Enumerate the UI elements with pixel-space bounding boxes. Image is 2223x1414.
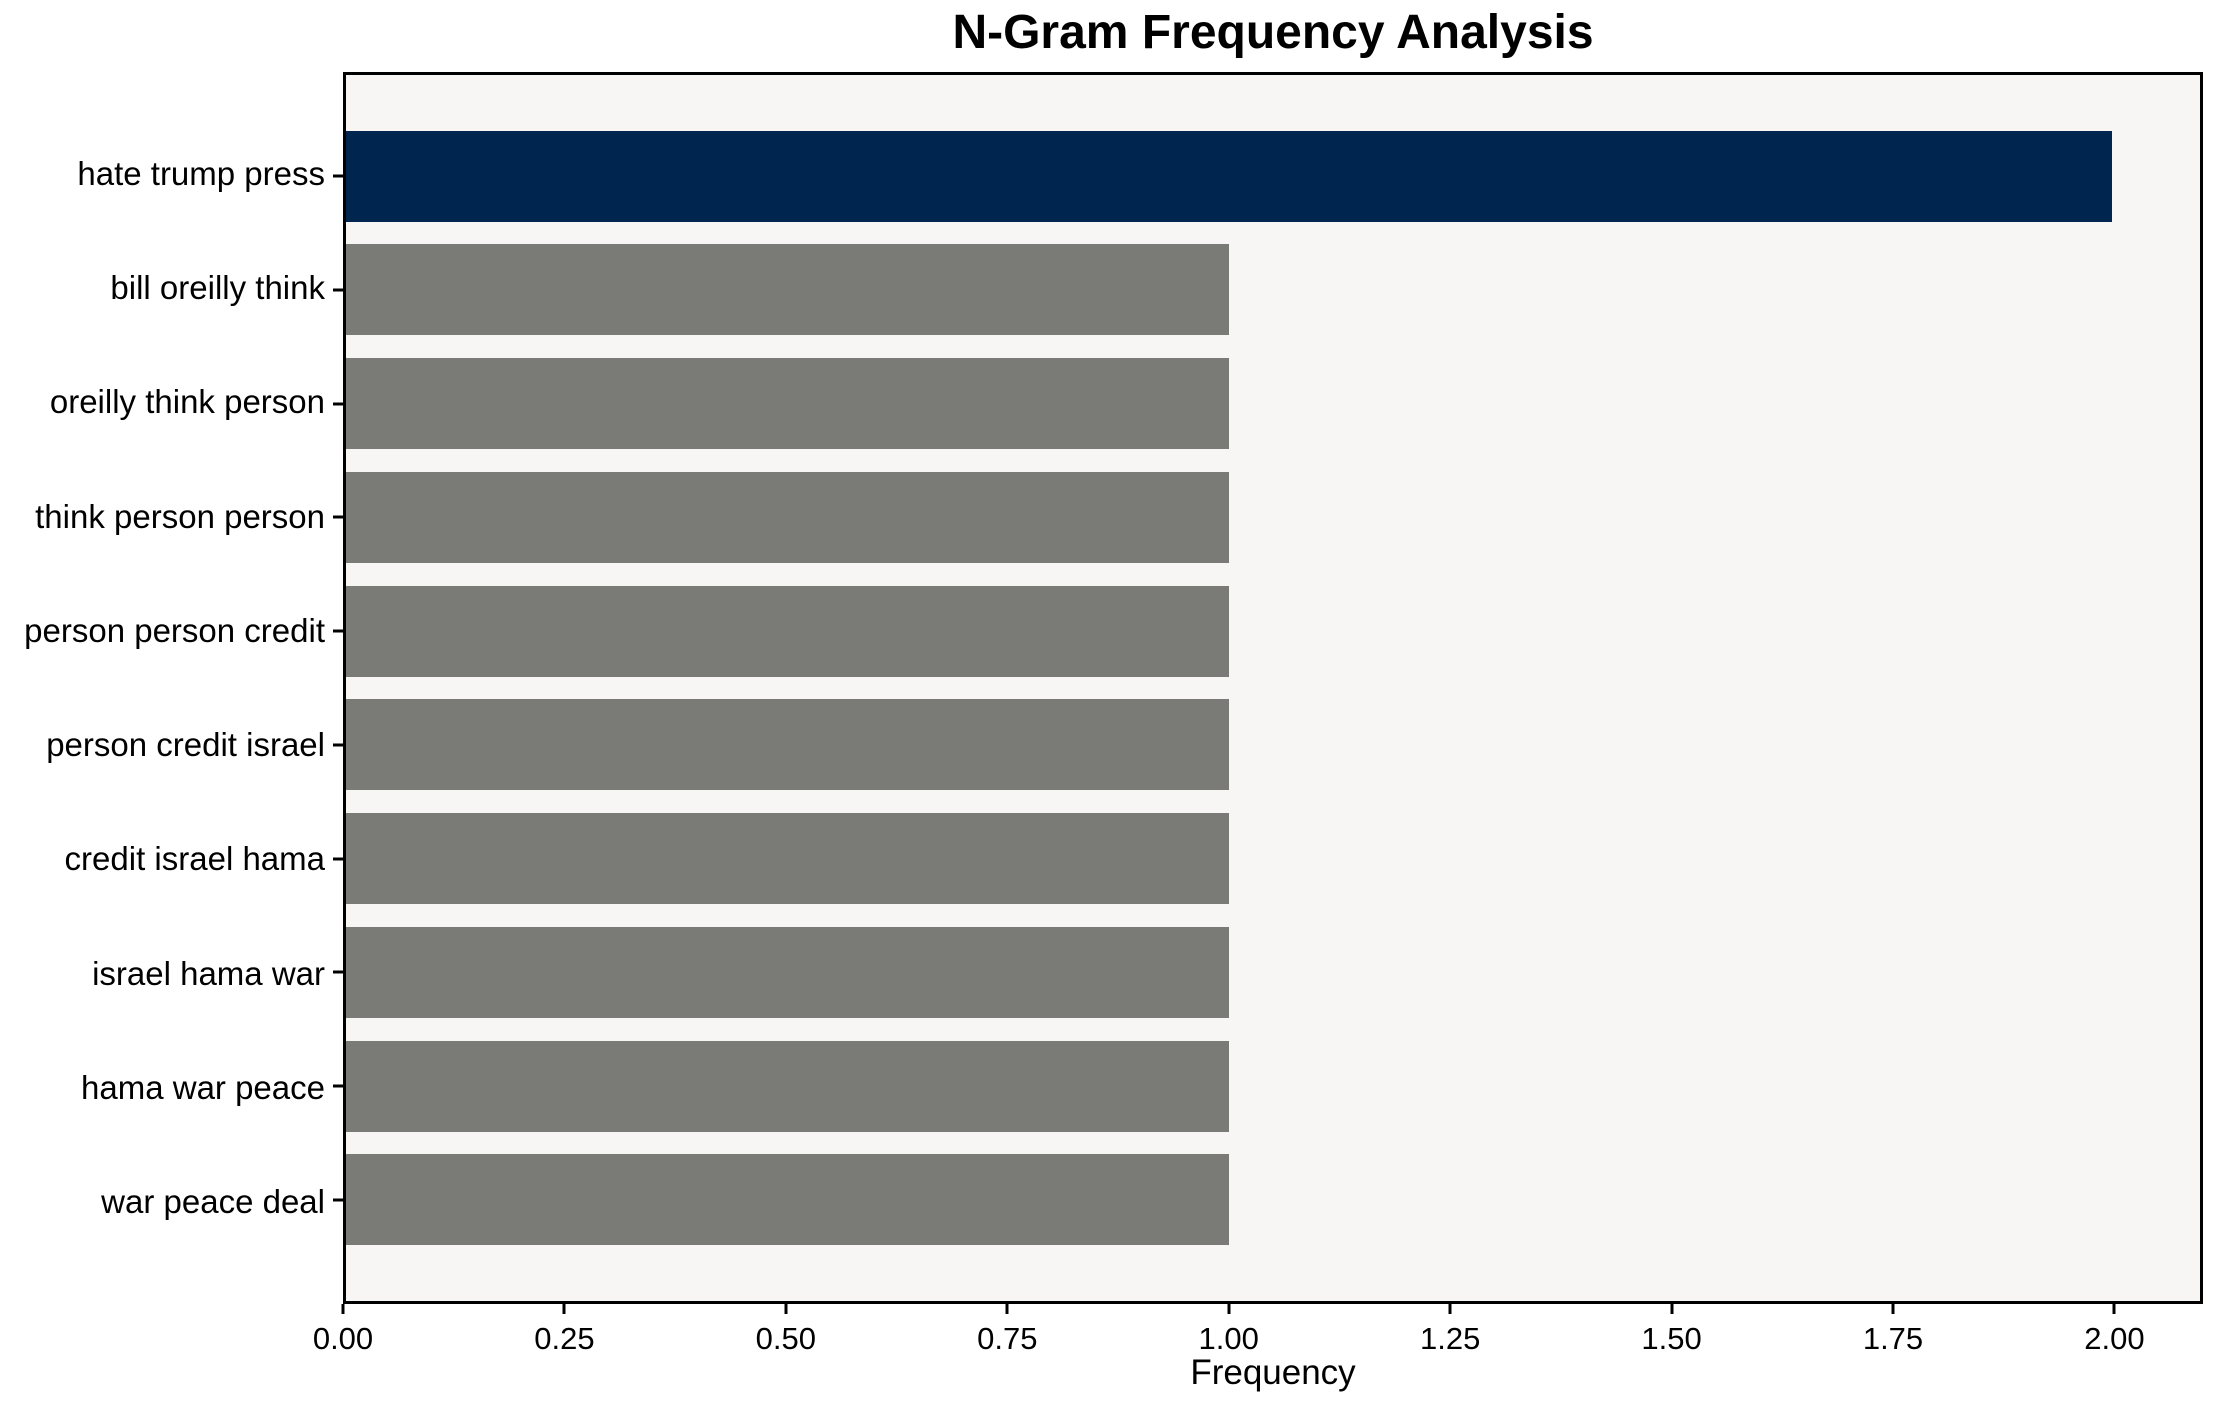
x-tick-label: 1.25	[1419, 1321, 1481, 1356]
y-tick-mark	[333, 629, 343, 633]
bar	[346, 1040, 1229, 1132]
bar	[346, 813, 1229, 905]
bar	[346, 471, 1229, 563]
y-tick-mark	[333, 1084, 343, 1088]
x-tick-label: 0.25	[534, 1321, 595, 1356]
x-tick-mark	[562, 1304, 566, 1314]
x-tick-mark	[1005, 1304, 1009, 1314]
y-tick-mark	[333, 743, 343, 747]
bar	[346, 585, 1229, 677]
y-tick-label: oreilly think person	[49, 383, 325, 421]
y-tick-mark	[333, 515, 343, 519]
y-tick-label: war peace deal	[101, 1183, 325, 1221]
x-tick-label: 1.50	[1641, 1321, 1702, 1356]
x-tick-label: 1.75	[1862, 1321, 1924, 1356]
y-axis-labels: hate trump press bill oreilly think oreill…	[0, 72, 325, 1304]
x-tick-mark	[1448, 1304, 1452, 1314]
y-tick-label: israel hama war	[92, 954, 325, 992]
x-tick-mark	[341, 1304, 345, 1314]
y-tick-label: think person person	[35, 497, 325, 535]
x-tick-mark	[1227, 1304, 1231, 1314]
x-tick-label: 1.00	[1198, 1321, 1259, 1356]
y-tick-label: person person credit	[24, 611, 325, 649]
y-tick-mark	[333, 402, 343, 406]
x-axis-label: Frequency	[1190, 1353, 1356, 1392]
y-tick-label: credit israel hama	[64, 840, 325, 878]
chart-title: N-Gram Frequency Analysis	[952, 6, 1594, 59]
bar	[346, 244, 1229, 336]
x-tick-label: 2.00	[2084, 1321, 2145, 1356]
y-tick-label: person credit israel	[46, 726, 325, 764]
y-tick-mark	[333, 1198, 343, 1202]
x-tick-label: 0.00	[312, 1321, 374, 1356]
bar	[346, 699, 1229, 791]
y-tick-label: hate trump press	[77, 154, 325, 192]
y-tick-mark	[333, 288, 343, 292]
bar	[346, 358, 1229, 450]
x-tick-mark	[1891, 1304, 1895, 1314]
bar	[346, 1154, 1229, 1246]
x-tick-mark	[1670, 1304, 1674, 1314]
x-tick-label: 0.50	[755, 1321, 817, 1356]
y-tick-label: bill oreilly think	[110, 269, 325, 306]
bar	[346, 926, 1229, 1018]
y-tick-label: hama war peace	[81, 1069, 325, 1106]
y-tick-mark	[333, 970, 343, 974]
x-tick-mark	[2112, 1304, 2116, 1314]
x-tick-label: 0.75	[977, 1321, 1038, 1356]
bar	[346, 130, 2112, 222]
y-tick-mark	[333, 174, 343, 178]
x-axis-ticks: 0.00 0.25 0.50 0.75 1.00 1.25 1.50 1.75 2.00	[313, 1301, 2203, 1411]
x-tick-mark	[784, 1304, 788, 1314]
y-tick-mark	[333, 857, 343, 861]
plot-area	[333, 72, 2203, 1304]
